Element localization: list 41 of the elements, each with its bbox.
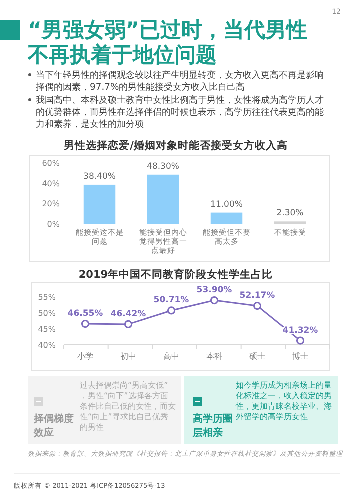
y-tick-label: 40% xyxy=(42,179,60,188)
data-label: 46.42% xyxy=(110,309,147,320)
chart-title: 2019年中国不同教育阶段女性学生占比 xyxy=(78,268,274,281)
bar xyxy=(210,212,243,224)
data-label: 11.00% xyxy=(210,200,243,210)
point xyxy=(124,320,133,329)
point xyxy=(81,320,90,328)
x-tick-label: 硕士 xyxy=(248,352,266,361)
text: 我国高中、本科及硕士教育中女性比例高于男性，女性将成为高学历人才的优势群体，而男性在选择伴侣的时候也表示，高学历往往代表更高的能力和素养，是女性的加分项 xyxy=(36,95,324,130)
data-label: 52.17% xyxy=(240,291,276,302)
y-tick-label: 55% xyxy=(38,293,56,302)
y-tick-label: 45% xyxy=(38,325,56,334)
point xyxy=(296,336,305,345)
text: “男强女弱”已过时，当代男性不再执着于地位问题 xyxy=(27,18,308,67)
text: 高学历圈层相亲 xyxy=(192,413,233,439)
x-tick-label: 高中 xyxy=(164,352,180,361)
text: 择偶梯度效应 xyxy=(33,413,74,439)
data-label: 2.30% xyxy=(276,208,304,219)
text: 如今学历成为相亲场上的量化标准之一，收入稳定的男性，更加青睐名校毕业、海外留学的高学历女性 xyxy=(235,381,332,422)
bar xyxy=(84,184,116,224)
point xyxy=(167,306,176,315)
data-label: 38.40% xyxy=(84,172,116,182)
text: 过去择偶崇尚“男高女低”，男性“向下”选择各方面条件比自己低的女性，而女性“向上”寻求比自己优秀的男性 xyxy=(79,381,176,432)
y-tick-label: 0% xyxy=(47,220,60,229)
x-tick-label: 小学 xyxy=(78,352,94,361)
point xyxy=(253,302,262,310)
data-label: 53.90% xyxy=(196,286,233,296)
y-tick-label: 40% xyxy=(38,341,56,350)
x-tick-label: 博士 xyxy=(292,352,308,361)
data-label: 48.30% xyxy=(147,162,180,172)
text: 当下年轻男性的择偶观念较以往产生明显转变，女方收入更高不再是影响择偶的因素，97.7%的男性能接受女方收入比自己高 xyxy=(36,70,324,93)
point xyxy=(210,296,219,305)
y-tick-label: 20% xyxy=(42,200,60,209)
y-tick-label: 50% xyxy=(38,309,56,318)
bar xyxy=(147,174,180,224)
chart-title: 男性选择恋爱/婚姻对象时能否接受女方收入高 xyxy=(63,139,288,152)
data-label: 50.71% xyxy=(154,296,190,306)
data-label: 46.55% xyxy=(68,309,104,320)
y-tick-label: 60% xyxy=(42,159,60,168)
x-tick-label: 本科 xyxy=(206,352,222,361)
x-tick-label: 初中 xyxy=(120,352,136,361)
